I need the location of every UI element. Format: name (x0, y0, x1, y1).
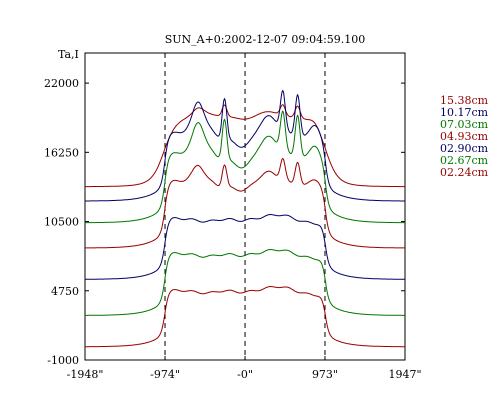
reference-lines (164, 53, 326, 360)
y-tick-label-3: 4750 (51, 285, 79, 298)
x-tick-label-0: -1948" (67, 368, 104, 381)
series-group (84, 89, 405, 348)
legend-entry-0: 15.38cm (440, 94, 489, 107)
series-line-3 (85, 157, 405, 249)
legend-entry-1: 10.17cm (440, 106, 489, 119)
y-tick-label-2: 10500 (44, 216, 79, 229)
series-line-0 (85, 104, 405, 188)
y-tick-label-1: 16250 (44, 146, 79, 159)
legend: 15.38cm10.17cm07.03cm04.93cm02.90cm02.67… (440, 94, 489, 179)
legend-entry-4: 02.90cm (440, 142, 489, 155)
series-line-6 (85, 286, 405, 348)
y-tick-label-0: 22000 (44, 77, 79, 90)
x-tick-label-2: -0" (237, 368, 253, 381)
legend-entry-6: 02.24cm (440, 166, 489, 179)
x-tick-label-4: 1947" (388, 368, 421, 381)
series-line-4 (84, 214, 405, 280)
series-line-5 (85, 249, 405, 316)
legend-entry-3: 04.93cm (440, 130, 489, 143)
y-axis-label: Ta,I (58, 48, 79, 61)
legend-entry-2: 07.03cm (440, 118, 489, 131)
x-tick-label-1: -974" (150, 368, 180, 381)
y-tick-label-4: -1000 (47, 354, 79, 367)
x-tick-label-3: 973" (312, 368, 338, 381)
series-line-1 (85, 89, 405, 202)
series-line-2 (85, 110, 405, 224)
x-axis-ticks: -1948" -974" -0" 973" 1947" (67, 356, 422, 381)
legend-entry-5: 02.67cm (440, 154, 489, 167)
y-axis-ticks: 22000 16250 10500 4750 -1000 (44, 77, 405, 367)
chart-title: SUN_A+0:2002-12-07 09:04:59.100 (165, 33, 366, 46)
